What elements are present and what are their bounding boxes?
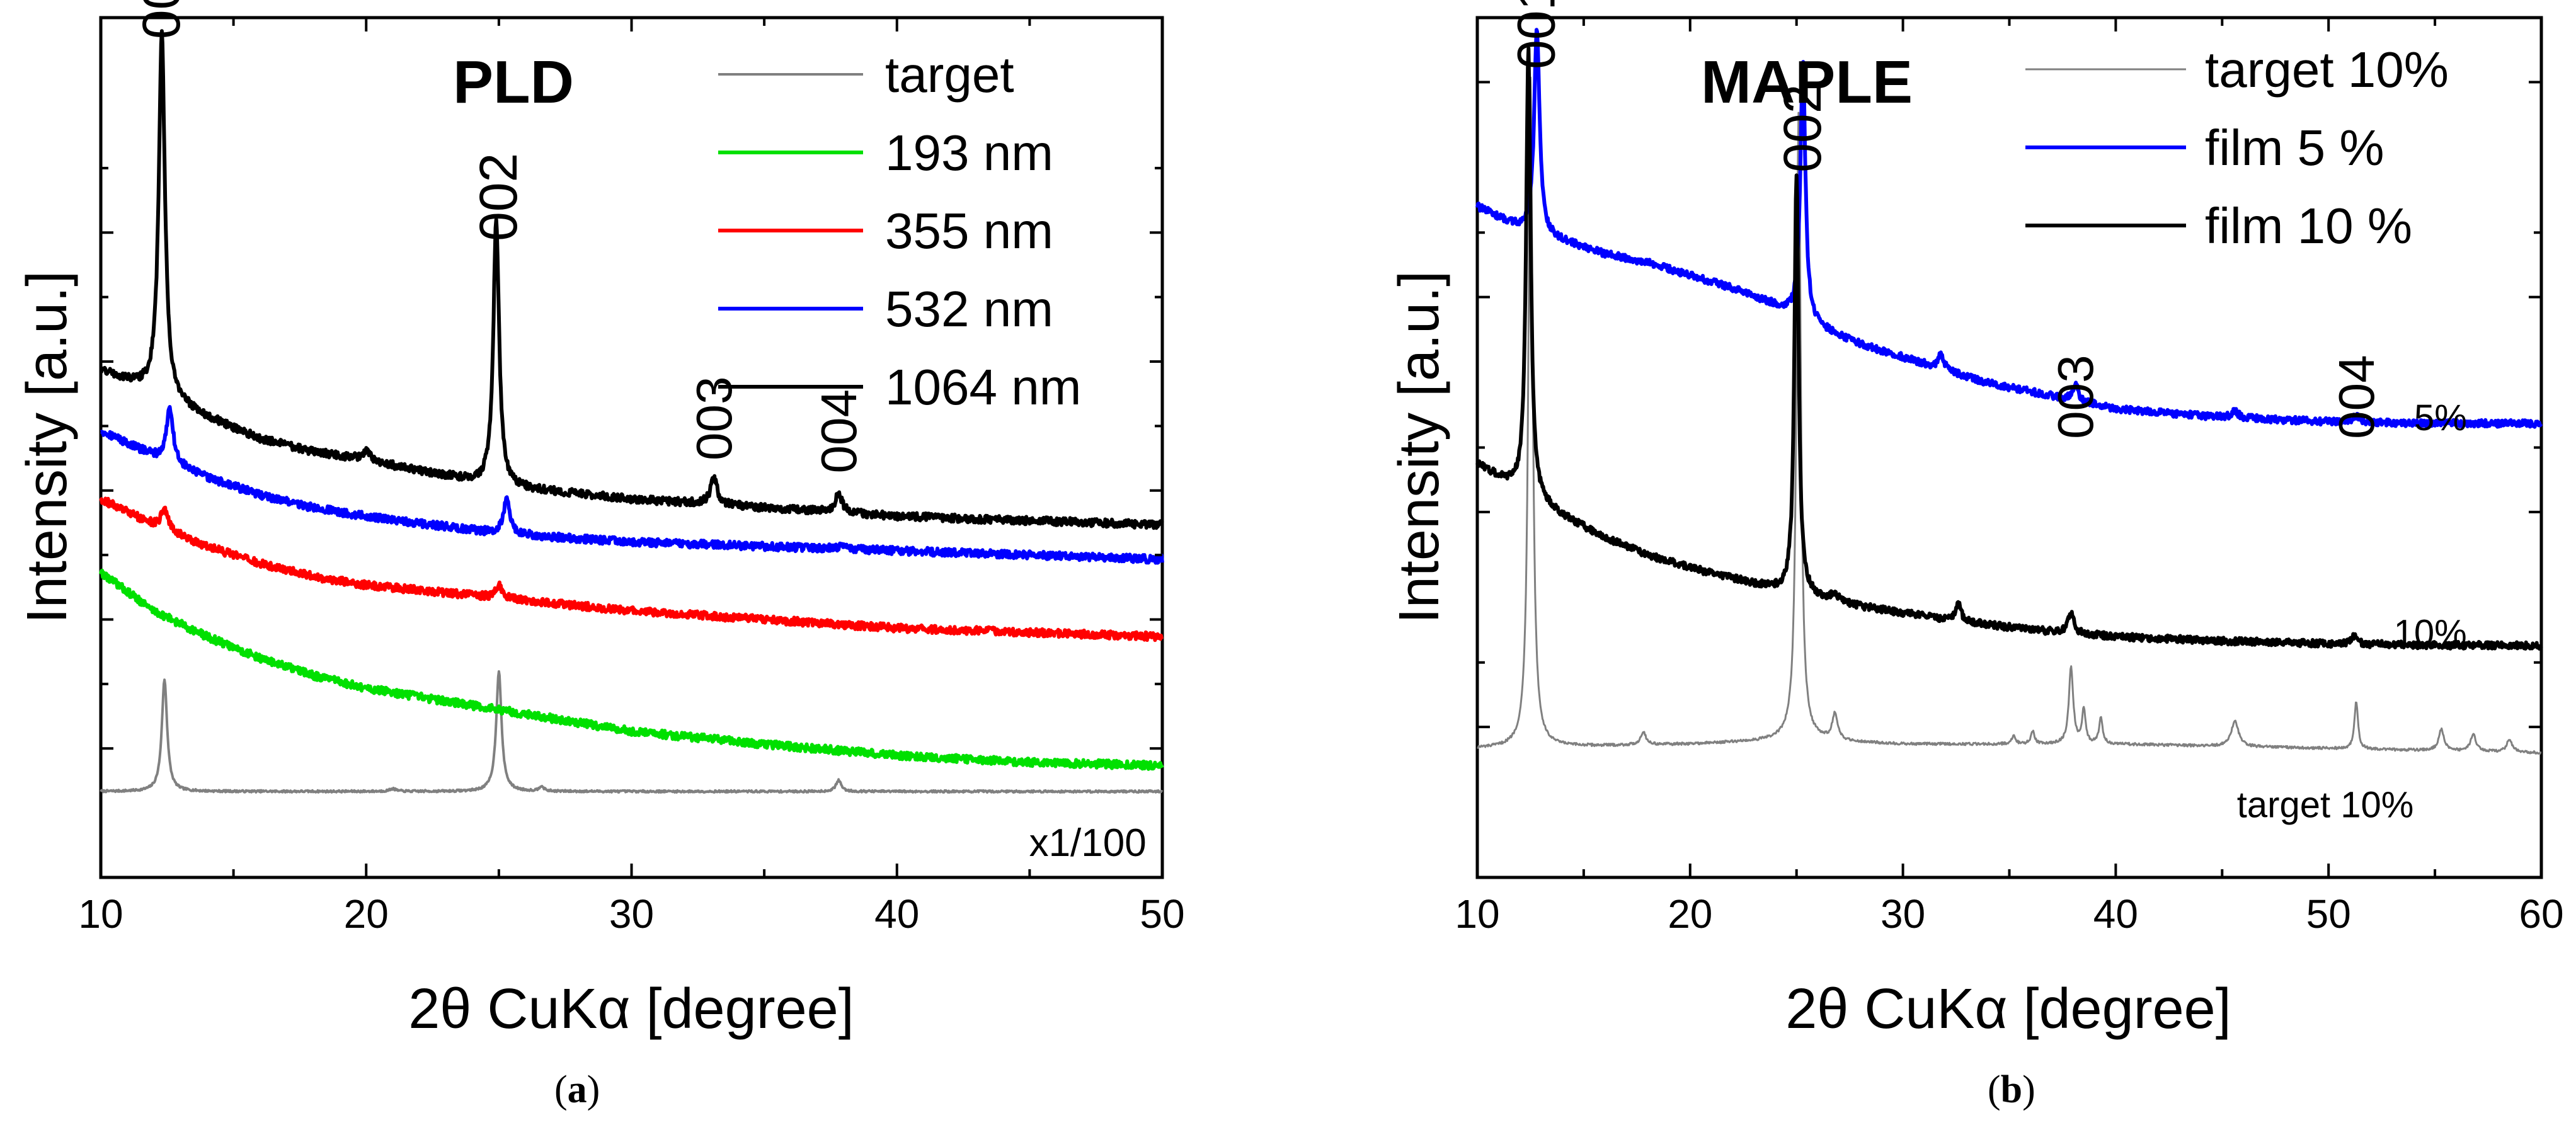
panel-b-annotation: 002 bbox=[1773, 84, 1832, 173]
panel-b-annotation: target 10% bbox=[2237, 784, 2414, 825]
panel-b-caption-open: ( bbox=[1988, 1068, 2001, 1111]
panel-a-caption-open: ( bbox=[554, 1068, 568, 1111]
panel-a-legend-label: target bbox=[885, 47, 1014, 103]
panel-b-maple-chart: 10 20 30 40 50 60 MAPLE 2θ CuKα [degree] Inte… bbox=[1388, 0, 2564, 1111]
panel-b-title: MAPLE bbox=[1701, 49, 1913, 116]
panel-b-legend-label: film 10 % bbox=[2205, 198, 2412, 254]
panel-a-series-group bbox=[99, 29, 1164, 794]
panel-b-legend-label: film 5 % bbox=[2205, 120, 2384, 176]
panel-a-caption-close: ) bbox=[587, 1068, 600, 1111]
panel-b-x-tick-label: 50 bbox=[2306, 891, 2351, 937]
panel-b-x-tick-label: 10 bbox=[1455, 891, 1499, 937]
panel-a-series-line-355-nm bbox=[99, 496, 1164, 642]
panel-b-x-tick-label: 60 bbox=[2519, 891, 2563, 937]
panel-a-x-tick-label: 20 bbox=[344, 891, 389, 937]
panel-a-title: PLD bbox=[453, 49, 574, 116]
panel-a-pld-chart: 10 20 30 40 50 PLD 2θ CuKα [degree] Intensit… bbox=[16, 0, 1185, 1111]
panel-a-legend-label: 193 nm bbox=[885, 125, 1053, 181]
panel-b-annotations: 001 002 003 004 5% 10% target 10% bbox=[1507, 0, 2467, 825]
panel-b-annotation: 5% bbox=[2414, 397, 2467, 438]
panel-a-annotation: 004 bbox=[811, 389, 867, 473]
panel-a-legend-label: 1064 nm bbox=[885, 359, 1081, 415]
panel-b-annotation: 10% bbox=[2394, 612, 2467, 653]
panel-b-annotation: 003 bbox=[2047, 355, 2104, 438]
panel-a-axes: 10 20 30 40 50 bbox=[78, 18, 1185, 937]
panel-b-caption-close: ) bbox=[2022, 1068, 2035, 1111]
panel-b-series-line-film-10- bbox=[1475, 46, 2543, 651]
panel-b-series-line-film-5- bbox=[1475, 28, 2543, 429]
panel-b-legend: target 10% film 5 % film 10 % bbox=[2025, 42, 2449, 254]
panel-a-x-tick-label: 40 bbox=[874, 891, 919, 937]
panel-b-axes: 10 20 30 40 50 60 bbox=[1455, 18, 2564, 937]
panel-b-annotation: 004 bbox=[2328, 355, 2384, 438]
panel-b-series-line-target-10- bbox=[1477, 76, 2542, 755]
panel-b-legend-label: target 10% bbox=[2205, 42, 2449, 98]
panel-a-series-line-1064-nm bbox=[99, 29, 1164, 530]
panel-a-annotation: 003 bbox=[686, 377, 742, 460]
panel-b-x-axis-label: 2θ CuKα [degree] bbox=[1785, 978, 2231, 1041]
panel-b-annotation: 001 bbox=[1507, 0, 1566, 69]
panel-b-caption: (b) bbox=[1988, 1068, 2035, 1111]
panel-a-series-line-532-nm bbox=[100, 405, 1164, 565]
panel-a-legend-label: 355 nm bbox=[885, 203, 1053, 259]
panel-a-legend-label: 532 nm bbox=[885, 281, 1053, 337]
panel-b-series-group bbox=[1475, 28, 2543, 755]
panel-a-series-line-193-nm bbox=[99, 568, 1164, 771]
panel-b-x-tick-label: 40 bbox=[2093, 891, 2138, 937]
panel-a-caption: (a) bbox=[554, 1068, 600, 1111]
panel-a-annotation: 002 bbox=[469, 153, 528, 241]
panel-a-x-tick-label: 30 bbox=[609, 891, 654, 937]
panel-b-x-tick-label: 20 bbox=[1668, 891, 1712, 937]
panel-a-x-tick-label: 50 bbox=[1140, 891, 1184, 937]
panel-a-annotation: 001 bbox=[132, 0, 191, 39]
panel-b-caption-label: b bbox=[2001, 1068, 2022, 1111]
panel-b-y-axis-label: Intensity [a.u.] bbox=[1388, 271, 1451, 624]
panel-a-legend: target 193 nm 355 nm 532 nm 1064 nm bbox=[718, 47, 1081, 415]
panel-a-x-tick-label: 10 bbox=[78, 891, 123, 937]
panel-b-x-tick-label: 30 bbox=[1880, 891, 1925, 937]
panel-a-x-axis-label: 2θ CuKα [degree] bbox=[408, 978, 854, 1041]
panel-a-annotations: 001 002 003 004 x1/100 bbox=[132, 0, 1147, 865]
panel-a-caption-label: a bbox=[568, 1068, 587, 1111]
panel-a-series-line-target bbox=[100, 670, 1164, 794]
panel-a-y-axis-label: Intensity [a.u.] bbox=[16, 271, 79, 624]
panel-a-annotation: x1/100 bbox=[1029, 821, 1147, 865]
